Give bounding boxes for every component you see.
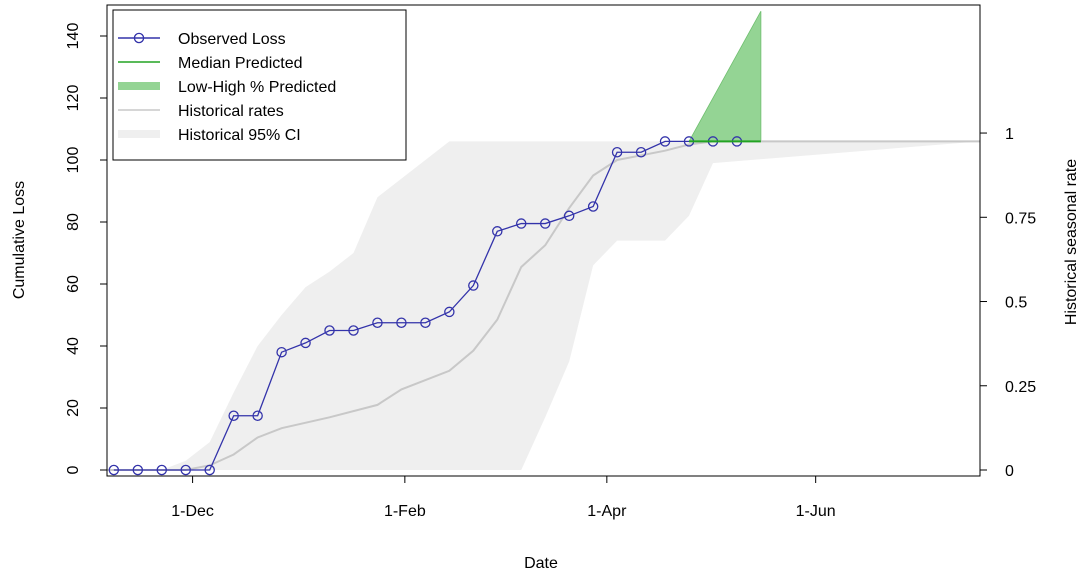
x-tick-label: 1-Apr xyxy=(587,503,627,520)
y2-tick-label: 0.75 xyxy=(1005,210,1036,227)
observed-loss-point xyxy=(611,146,623,158)
plot-frame xyxy=(106,4,981,477)
y-tick-label: 60 xyxy=(65,275,82,293)
predicted-range-band xyxy=(688,11,762,142)
observed-loss-point xyxy=(539,218,551,229)
x-axis-title: Date xyxy=(524,555,558,572)
y-tick-label: 0 xyxy=(65,465,82,474)
observed-loss-point xyxy=(420,317,431,328)
historical-rates-layer xyxy=(107,140,980,471)
observed-loss-point xyxy=(444,306,455,318)
legend-marker xyxy=(133,32,145,44)
y-tick-label: 120 xyxy=(65,85,82,112)
observed-loss-point xyxy=(492,226,503,237)
observed-loss-point xyxy=(348,325,359,336)
legend-label: Low-High % Predicted xyxy=(178,79,336,96)
axes-layer: 1-Dec 1-Feb 1-Apr 1-Jun 0 20 40 60 80 100 120 140 0 0… xyxy=(65,23,1036,520)
observed-loss-point xyxy=(204,464,215,476)
y-tick-label: 140 xyxy=(65,23,82,50)
y2-tick-label: 1 xyxy=(1005,126,1014,143)
x-tick-label: 1-Dec xyxy=(171,503,214,520)
y2-axis-title: Historical seasonal rate xyxy=(1063,159,1080,325)
legend-label: Observed Loss xyxy=(178,31,286,48)
observed-loss-point xyxy=(324,325,335,336)
y2-tick-label: 0.25 xyxy=(1005,379,1036,396)
observed-loss-point xyxy=(300,337,311,349)
historical-rates-line xyxy=(107,140,980,471)
historical-ci-band-layer xyxy=(107,141,980,470)
observed-loss-point xyxy=(276,346,287,358)
y-tick-label: 80 xyxy=(65,213,82,231)
legend-box xyxy=(112,9,407,161)
y2-tick-label: 0 xyxy=(1005,463,1014,480)
observed-loss-point xyxy=(659,136,671,147)
historical-ci-band xyxy=(107,141,980,470)
x-tick-label: 1-Feb xyxy=(384,503,426,520)
observed-loss-point xyxy=(468,280,479,291)
predicted-range-layer xyxy=(688,11,762,142)
observed-loss-layer xyxy=(108,136,743,476)
legend-label: Historical 95% CI xyxy=(178,127,301,144)
observed-loss-point xyxy=(372,317,383,328)
observed-loss-point xyxy=(396,317,407,328)
observed-loss-point xyxy=(635,146,647,158)
legend-label: Historical rates xyxy=(178,103,284,120)
y-tick-label: 20 xyxy=(65,399,82,417)
observed-loss-point xyxy=(180,464,191,476)
observed-loss-point xyxy=(132,464,144,476)
y2-tick-label: 0.5 xyxy=(1005,295,1027,312)
observed-loss-point xyxy=(515,218,527,229)
observed-loss-point xyxy=(252,410,263,421)
observed-loss-point xyxy=(108,464,120,476)
legend: Observed Loss Median Predicted Low-High % … xyxy=(112,9,407,161)
y-axis-title: Cumulative Loss xyxy=(11,181,28,299)
plot-frame-layer xyxy=(106,4,981,477)
x-tick-label: 1-Jun xyxy=(796,503,836,520)
y-tick-label: 100 xyxy=(65,147,82,174)
observed-loss-line xyxy=(113,140,737,471)
observed-loss-point xyxy=(563,210,575,222)
observed-loss-point xyxy=(587,201,599,212)
y-tick-label: 40 xyxy=(65,337,82,355)
legend-label: Median Predicted xyxy=(178,55,303,72)
observed-loss-point xyxy=(156,464,168,476)
observed-loss-point xyxy=(228,410,239,421)
